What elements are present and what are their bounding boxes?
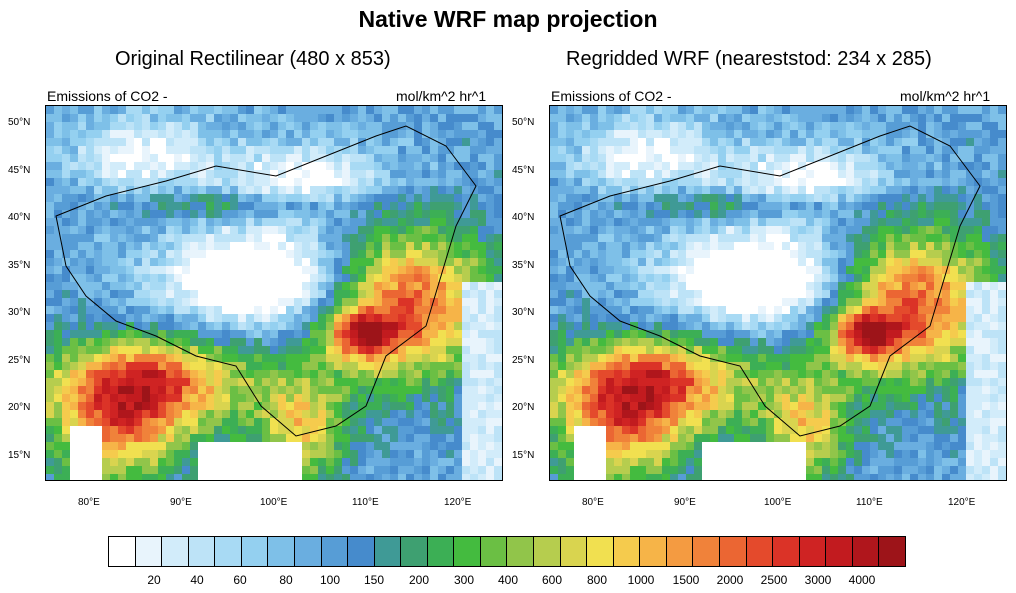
colorbar-swatch: [427, 537, 455, 566]
colorbar-swatch: [480, 537, 508, 566]
panel-1-lon-tick: 110°E: [352, 497, 379, 508]
panel-2-lon-tick: 100°E: [764, 497, 792, 508]
colorbar-swatch: [401, 537, 428, 566]
colorbar-swatch: [560, 537, 588, 566]
panel-1-lat-tick: 40°N: [8, 212, 31, 223]
colorbar-swatch: [534, 537, 561, 566]
colorbar-swatch: [215, 537, 242, 566]
panel-2-lon-tick: 120°E: [948, 497, 976, 508]
emission-field: [46, 106, 502, 480]
colorbar-label: 60: [233, 573, 247, 587]
panel-2-lat-tick: 30°N: [512, 307, 535, 318]
panel-1-lat-tick: 50°N: [8, 117, 31, 128]
colorbar-swatch: [268, 537, 295, 566]
colorbar-label: 100: [319, 573, 341, 587]
colorbar-label: 2500: [760, 573, 788, 587]
country-border: [55, 125, 477, 437]
colorbar-label: 4000: [848, 573, 876, 587]
panel-1-units-label: mol/km^2 hr^1: [396, 88, 487, 104]
panel-2-lon-tick: 110°E: [856, 497, 883, 508]
colorbar: [108, 536, 906, 567]
colorbar-swatch: [799, 537, 827, 566]
panel-1-map: [45, 105, 503, 481]
panel-1-lon-tick: 120°E: [444, 497, 472, 508]
panel-2-lon-tick: 80°E: [582, 497, 604, 508]
colorbar-label: 20: [147, 573, 161, 587]
panel-1-lon-tick: 90°E: [170, 497, 192, 508]
colorbar-swatch: [613, 537, 641, 566]
colorbar-swatch: [294, 537, 322, 566]
colorbar-swatch: [348, 537, 375, 566]
colorbar-swatch: [135, 537, 163, 566]
colorbar-swatch: [852, 537, 880, 566]
panel-2-lat-tick: 15°N: [512, 450, 535, 461]
panel-2-title: Regridded WRF (neareststod: 234 x 285): [566, 48, 932, 70]
panel-2-lat-tick: 20°N: [512, 402, 535, 413]
panel-2-lon-tick: 90°E: [674, 497, 696, 508]
colorbar-label: 300: [453, 573, 475, 587]
panel-1-lat-tick: 25°N: [8, 355, 31, 366]
colorbar-swatch: [507, 537, 534, 566]
panel-2-map: [549, 105, 1007, 481]
colorbar-swatch: [693, 537, 720, 566]
figure-title: Native WRF map projection: [358, 6, 658, 32]
panel-1-lat-tick: 15°N: [8, 450, 31, 461]
panel-1-lat-tick: 35°N: [8, 260, 31, 271]
panel-1-lon-tick: 80°E: [78, 497, 100, 508]
colorbar-label: 80: [279, 573, 293, 587]
panel-2-lat-tick: 50°N: [512, 117, 535, 128]
colorbar-label: 800: [586, 573, 608, 587]
colorbar-swatch: [640, 537, 667, 566]
panel-2-lat-tick: 40°N: [512, 212, 535, 223]
colorbar-label: 2000: [716, 573, 744, 587]
colorbar-swatch: [241, 537, 269, 566]
colorbar-label: 150: [363, 573, 385, 587]
colorbar-swatch: [374, 537, 402, 566]
panel-2-lat-tick: 45°N: [512, 165, 535, 176]
panel-1-lat-tick: 45°N: [8, 165, 31, 176]
panel-1-lat-tick: 30°N: [8, 307, 31, 318]
colorbar-label: 3000: [804, 573, 832, 587]
colorbar-label: 1000: [627, 573, 655, 587]
country-border: [559, 125, 981, 437]
colorbar-swatch: [773, 537, 800, 566]
colorbar-label: 200: [408, 573, 430, 587]
colorbar-label: 400: [497, 573, 519, 587]
colorbar-label: 1500: [672, 573, 700, 587]
colorbar-swatch: [321, 537, 349, 566]
panel-2-lat-tick: 35°N: [512, 260, 535, 271]
colorbar-swatch: [454, 537, 481, 566]
panel-1-lon-tick: 100°E: [260, 497, 288, 508]
panel-2-lat-tick: 25°N: [512, 355, 535, 366]
colorbar-swatch: [879, 537, 905, 566]
colorbar-swatch: [666, 537, 694, 566]
panel-2-units-label: mol/km^2 hr^1: [900, 88, 991, 104]
emission-field: [550, 106, 1006, 480]
panel-1-lat-tick: 20°N: [8, 402, 31, 413]
panel-1-title: Original Rectilinear (480 x 853): [115, 48, 391, 70]
colorbar-swatch: [162, 537, 189, 566]
colorbar-swatch: [109, 537, 136, 566]
colorbar-label: 40: [190, 573, 204, 587]
colorbar-swatch: [746, 537, 774, 566]
colorbar-label: 600: [541, 573, 563, 587]
colorbar-swatch: [719, 537, 747, 566]
colorbar-swatch: [188, 537, 216, 566]
colorbar-swatch: [587, 537, 614, 566]
panel-2-variable-label: Emissions of CO2 -: [551, 88, 672, 104]
panel-1-variable-label: Emissions of CO2 -: [47, 88, 168, 104]
colorbar-swatch: [826, 537, 853, 566]
